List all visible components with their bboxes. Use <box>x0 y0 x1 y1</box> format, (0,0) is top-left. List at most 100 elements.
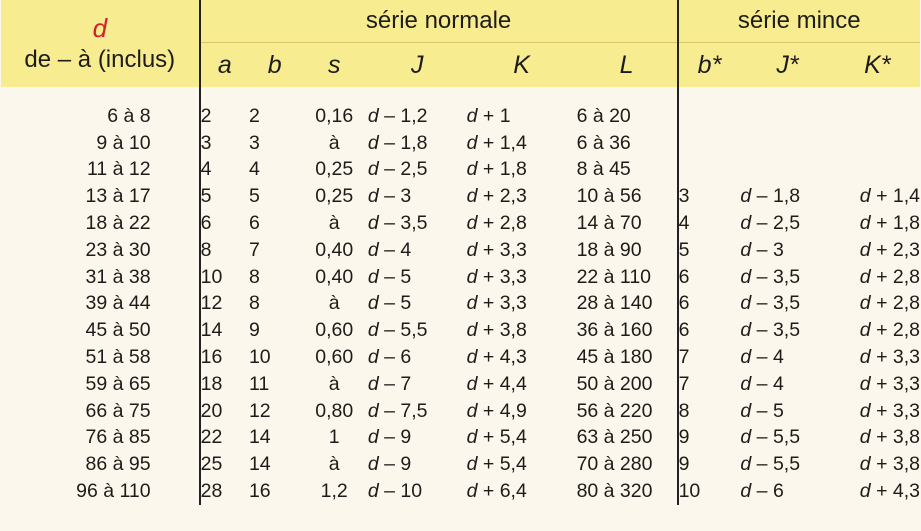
cell-s: à <box>328 372 340 395</box>
cell-j: d – 9 <box>367 426 412 449</box>
cell-k-star: d + 2,3 <box>859 238 920 261</box>
cell-l: 36 à 160 <box>576 317 679 345</box>
cell-diameter-range: 18 à 22 <box>1 210 201 237</box>
cell-k: d + 1,4 <box>466 131 527 154</box>
cell-l: 56 à 220 <box>576 397 679 425</box>
cell-a: 14 <box>200 319 223 342</box>
cell-j-star: d – 3 <box>740 238 784 261</box>
cell-j-star: d – 3,5 <box>740 265 801 288</box>
cell-b: 9 <box>248 319 260 342</box>
cell-j-star <box>740 103 834 130</box>
cell-b-star: 5 <box>678 238 690 261</box>
cell-a: 28 <box>200 480 223 503</box>
cell-a: 5 <box>200 185 212 208</box>
cell-k: d + 4,9 <box>466 399 527 422</box>
cell-s: à <box>328 212 340 235</box>
cell-j-star: d – 3,5 <box>740 319 801 342</box>
cell-k-star: d + 4,3 <box>859 480 920 503</box>
table-row: 31 à 38 10 8 0,40 d – 5 d + 3,3 22 à 110 6 d – 3… <box>1 263 920 291</box>
cell-a: 16 <box>200 346 223 369</box>
cell-l: 18 à 90 <box>576 236 679 264</box>
table-row: 45 à 50 14 9 0,60 d – 5,5 d + 3,8 36 à 160 6 d –… <box>1 317 920 345</box>
cell-a: 2 <box>200 104 212 127</box>
cell-j: d – 5 <box>367 292 412 315</box>
cell-j-star: d – 1,8 <box>740 185 801 208</box>
cell-k: d + 3,3 <box>466 238 527 261</box>
cell-a: 18 <box>200 372 223 395</box>
col-header-j: J <box>367 42 467 87</box>
cell-j: d – 3,5 <box>367 212 428 235</box>
cell-j-star: d – 5 <box>740 399 784 422</box>
cell-l: 6 à 36 <box>576 129 679 157</box>
col-header-j-star: J* <box>740 42 835 87</box>
cell-l: 22 à 110 <box>576 263 679 291</box>
cell-b-star: 7 <box>678 346 690 369</box>
cell-k-star: d + 1,4 <box>859 185 920 208</box>
table-row: 51 à 58 16 10 0,60 d – 6 d + 4,3 45 à 180 7 d – … <box>1 344 920 371</box>
cell-a: 4 <box>200 158 212 181</box>
cell-j: d – 4 <box>367 238 412 261</box>
cell-b-star <box>678 103 741 130</box>
col-header-b: b <box>248 42 301 87</box>
cell-b-star: 9 <box>678 426 690 449</box>
cell-b-star: 6 <box>678 292 690 315</box>
cell-b: 2 <box>248 104 260 127</box>
cell-b: 5 <box>248 185 260 208</box>
cell-b-star <box>678 130 741 157</box>
cell-k-star <box>835 103 920 130</box>
cell-l: 45 à 180 <box>576 344 679 371</box>
cell-diameter-range: 31 à 38 <box>1 263 201 291</box>
table-row: 66 à 75 20 12 0,80 d – 7,5 d + 4,9 56 à 220 8 d … <box>1 397 920 425</box>
cell-j-star: d – 5,5 <box>740 426 801 449</box>
cell-l: 70 à 280 <box>576 451 679 479</box>
cell-k: d + 3,8 <box>466 319 527 342</box>
cell-k-star <box>835 157 920 184</box>
cell-s: 1,2 <box>320 480 348 503</box>
cell-j-star: d – 4 <box>740 346 784 369</box>
cell-b-star: 4 <box>678 212 690 235</box>
cell-diameter-range: 86 à 95 <box>1 451 201 479</box>
cell-k: d + 5,4 <box>466 453 527 476</box>
cell-s: 1 <box>328 426 340 449</box>
cell-k-star: d + 3,3 <box>859 372 920 395</box>
cell-diameter-range: 9 à 10 <box>1 129 201 157</box>
cell-k-star <box>835 130 920 157</box>
table-row: 18 à 22 6 6 à d – 3,5 d + 2,8 14 à 70 4 d – 2,5 d… <box>1 210 920 237</box>
cell-diameter-range: 66 à 75 <box>1 397 201 425</box>
cell-k: d + 4,3 <box>466 346 527 369</box>
cell-s: à <box>328 131 340 154</box>
cell-a: 12 <box>200 292 223 315</box>
cell-j: d – 10 <box>367 480 423 503</box>
diameter-symbol: d <box>92 13 108 44</box>
cell-l: 6 à 20 <box>576 103 679 130</box>
cell-j-star <box>740 157 834 184</box>
cell-j: d – 2,5 <box>367 158 428 181</box>
cell-k: d + 1,8 <box>466 158 527 181</box>
table-row: 23 à 30 8 7 0,40 d – 4 d + 3,3 18 à 90 5 d – 3 d … <box>1 236 920 264</box>
cell-j: d – 1,2 <box>367 104 428 127</box>
cell-b-star <box>678 157 741 184</box>
cell-k-star: d + 3,8 <box>859 453 920 476</box>
cell-l: 10 à 56 <box>576 183 679 211</box>
cell-a: 8 <box>200 238 212 261</box>
cell-k: d + 2,3 <box>466 185 527 208</box>
table-row: 86 à 95 25 14 à d – 9 d + 5,4 70 à 280 9 d – 5,5… <box>1 451 920 479</box>
cell-b: 16 <box>248 480 271 503</box>
cell-s: 0,40 <box>315 238 354 261</box>
cell-j-star: d – 3,5 <box>740 292 801 315</box>
cell-j-star: d – 6 <box>740 480 784 503</box>
cell-b: 4 <box>248 158 260 181</box>
cell-s: 0,16 <box>315 104 354 127</box>
diameter-range-header: d de – à (inclus) <box>1 0 201 87</box>
cell-k: d + 5,4 <box>466 426 527 449</box>
cell-b: 10 <box>248 346 271 369</box>
cell-k: d + 3,3 <box>466 292 527 315</box>
cell-k: d + 6,4 <box>466 480 527 503</box>
cell-k-star: d + 3,3 <box>859 346 920 369</box>
cell-l: 14 à 70 <box>576 210 679 237</box>
cell-k-star: d + 2,8 <box>859 292 920 315</box>
cell-j: d – 3 <box>367 185 412 208</box>
cell-k-star: d + 2,8 <box>859 319 920 342</box>
cell-b-star: 6 <box>678 265 690 288</box>
